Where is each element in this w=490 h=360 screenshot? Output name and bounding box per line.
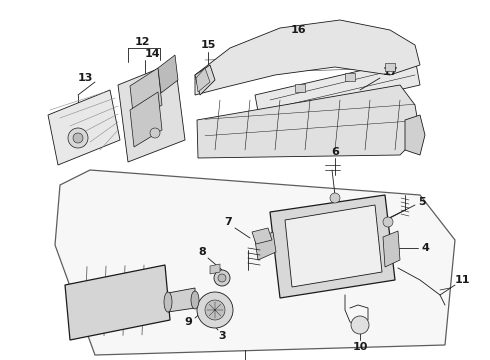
Circle shape xyxy=(218,274,226,282)
Text: 11: 11 xyxy=(454,275,470,285)
Text: 7: 7 xyxy=(224,217,232,227)
Text: 14: 14 xyxy=(144,49,160,59)
Polygon shape xyxy=(385,63,395,71)
Polygon shape xyxy=(252,228,272,244)
Polygon shape xyxy=(295,84,305,92)
Text: 5: 5 xyxy=(418,197,426,207)
Circle shape xyxy=(330,193,340,203)
Polygon shape xyxy=(270,195,395,298)
Ellipse shape xyxy=(191,291,199,309)
Text: 16: 16 xyxy=(290,25,306,35)
Polygon shape xyxy=(405,115,425,155)
Polygon shape xyxy=(196,68,210,92)
Circle shape xyxy=(214,270,230,286)
Circle shape xyxy=(383,217,393,227)
Circle shape xyxy=(68,128,88,148)
Text: 9: 9 xyxy=(184,317,192,327)
Polygon shape xyxy=(65,265,170,340)
Text: 17: 17 xyxy=(382,67,398,77)
Polygon shape xyxy=(130,92,162,147)
Polygon shape xyxy=(195,65,215,95)
Circle shape xyxy=(205,300,225,320)
Polygon shape xyxy=(210,264,220,274)
Polygon shape xyxy=(345,73,355,81)
Polygon shape xyxy=(48,90,120,165)
Circle shape xyxy=(351,316,369,334)
Text: 15: 15 xyxy=(200,40,216,50)
Polygon shape xyxy=(55,170,455,355)
Text: 10: 10 xyxy=(352,342,368,352)
Polygon shape xyxy=(158,55,178,93)
Polygon shape xyxy=(255,58,420,122)
Polygon shape xyxy=(130,68,162,122)
Circle shape xyxy=(150,128,160,138)
Polygon shape xyxy=(285,205,382,287)
Polygon shape xyxy=(383,231,400,267)
Text: 8: 8 xyxy=(198,247,206,257)
Polygon shape xyxy=(255,232,276,260)
Text: 4: 4 xyxy=(421,243,429,253)
Polygon shape xyxy=(118,62,185,162)
Polygon shape xyxy=(197,85,420,158)
Text: 12: 12 xyxy=(134,37,150,47)
Polygon shape xyxy=(168,288,195,312)
Ellipse shape xyxy=(164,292,172,312)
Text: 6: 6 xyxy=(331,147,339,157)
Text: 3: 3 xyxy=(218,331,226,341)
Circle shape xyxy=(73,133,83,143)
Circle shape xyxy=(197,292,233,328)
Polygon shape xyxy=(195,20,420,95)
Text: 13: 13 xyxy=(77,73,93,83)
Text: 2: 2 xyxy=(88,290,96,300)
